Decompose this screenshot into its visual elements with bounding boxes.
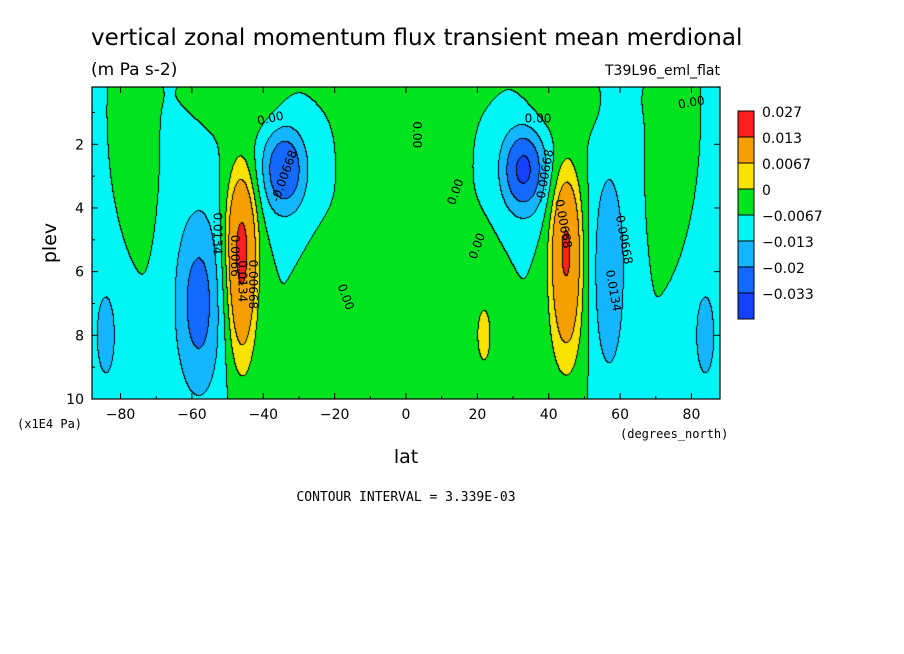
x-tick-label: 20 bbox=[468, 407, 486, 423]
contour-label: 0.00 bbox=[525, 111, 552, 125]
legend-swatch bbox=[737, 110, 755, 138]
legend-label: 0.0067 bbox=[762, 157, 811, 173]
chart-subtitle: (m Pa s-2) bbox=[91, 60, 177, 80]
legend-swatch bbox=[737, 214, 755, 242]
legend-swatch bbox=[737, 162, 755, 190]
legend-swatch bbox=[737, 292, 755, 320]
x-tick-label: 0 bbox=[402, 407, 411, 423]
y-tick-label: 2 bbox=[75, 137, 84, 153]
y-tick-label: 4 bbox=[75, 201, 84, 217]
contour-label: 0.00 bbox=[256, 109, 285, 128]
x-axis-units: (degrees_north) bbox=[620, 427, 728, 441]
y-tick-label: 8 bbox=[75, 328, 84, 344]
y-axis: 2 4 6 8 10 bbox=[66, 111, 720, 408]
legend-label: 0.027 bbox=[762, 105, 802, 121]
contour-label: 0.00668 bbox=[246, 260, 260, 310]
x-tick-label: −40 bbox=[248, 407, 278, 423]
contour-label: 0.0066 bbox=[228, 235, 242, 277]
contour-label: 0.00 bbox=[677, 93, 706, 111]
legend-swatch bbox=[737, 240, 755, 268]
legend-swatch bbox=[737, 136, 755, 164]
filled-contour-field bbox=[92, 87, 720, 399]
y-axis-units: (x1E4 Pa) bbox=[17, 417, 82, 431]
x-axis: −80 −60 −40 −20 0 20 40 60 80 bbox=[106, 87, 701, 423]
legend-label: 0 bbox=[762, 183, 771, 199]
y-tick-label: 6 bbox=[75, 265, 84, 281]
contour-label: 0.0134 bbox=[210, 212, 224, 254]
contour-interval-note: CONTOUR INTERVAL = 3.339E-03 bbox=[296, 490, 515, 505]
contour-label: 0.0134 bbox=[235, 260, 249, 302]
legend-label: 0.013 bbox=[762, 131, 802, 147]
x-tick-label: 80 bbox=[683, 407, 701, 423]
colorbar-legend: 0.027 0.013 0.0067 0 −0.0067 −0.013 −0.02 −0.03… bbox=[737, 105, 823, 320]
x-tick-label: 40 bbox=[540, 407, 558, 423]
contour-label: 0.00 bbox=[410, 121, 424, 148]
legend-label: −0.02 bbox=[762, 261, 805, 277]
x-tick-label: −60 bbox=[177, 407, 207, 423]
legend-swatch bbox=[737, 266, 755, 294]
chart-title: vertical zonal momentum flux transient m… bbox=[91, 25, 742, 51]
legend-label: −0.013 bbox=[762, 235, 814, 251]
x-axis-label: lat bbox=[394, 446, 418, 468]
x-tick-label: 60 bbox=[611, 407, 629, 423]
y-tick-label: 10 bbox=[66, 392, 84, 408]
x-tick-label: −20 bbox=[320, 407, 350, 423]
y-axis-label: plev bbox=[39, 223, 61, 263]
x-tick-label: −80 bbox=[106, 407, 136, 423]
legend-swatch bbox=[737, 188, 755, 216]
legend-label: −0.033 bbox=[762, 287, 814, 303]
legend-label: −0.0067 bbox=[762, 209, 823, 225]
run-label: T39L96_eml_flat bbox=[604, 63, 721, 79]
